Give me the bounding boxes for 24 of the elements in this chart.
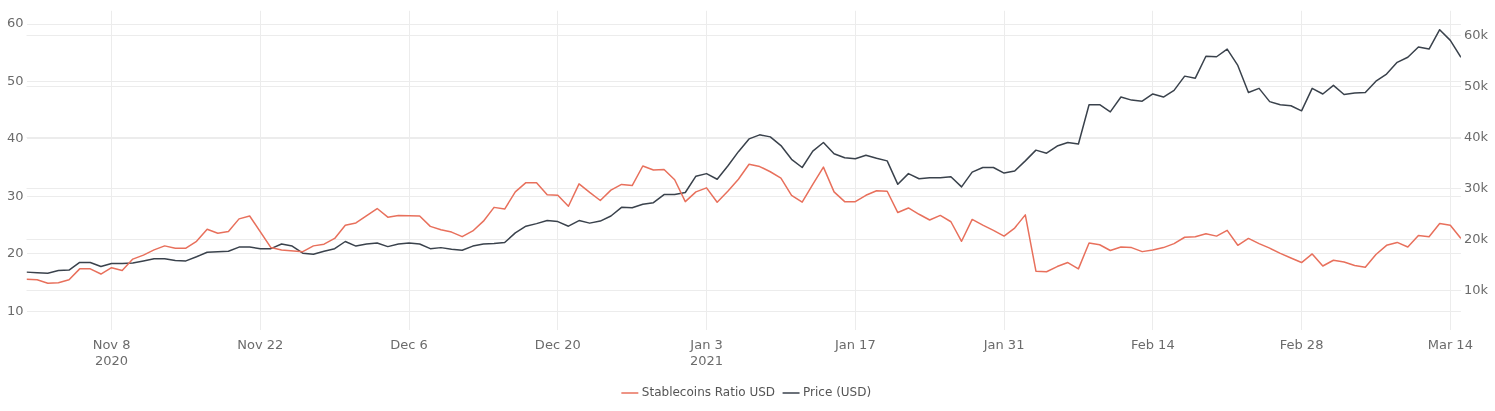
x-tick-label: Feb 28 xyxy=(1279,336,1324,352)
x-tick-label: Dec 20 xyxy=(534,336,581,352)
y-tick-label: 10 xyxy=(7,302,24,318)
x-tick-label: Mar 14 xyxy=(1427,336,1473,352)
legend-label: Price (USD) xyxy=(803,385,872,400)
x-tick-label: Nov 8 2020 xyxy=(92,336,131,368)
x-tick-label: Jan 17 xyxy=(833,336,876,352)
x-tick-label: Dec 6 xyxy=(390,336,428,352)
y2-tick-label: 30k xyxy=(1463,179,1489,195)
y-tick-label: 30 xyxy=(7,187,24,203)
x-tick-label: Nov 22 xyxy=(237,336,284,352)
x-tick-label: Feb 14 xyxy=(1130,336,1175,352)
y2-tick-label: 10k xyxy=(1463,281,1489,297)
y-tick-label: 60 xyxy=(7,15,24,31)
y2-tick-label: 50k xyxy=(1463,77,1489,93)
x-tick-label: Jan 3 2021 xyxy=(689,336,724,368)
y-tick-label: 40 xyxy=(7,130,24,146)
y2-tick-label: 60k xyxy=(1463,26,1489,42)
y-tick-label: 50 xyxy=(7,72,24,88)
y-tick-label: 20 xyxy=(7,245,24,261)
y2-tick-label: 40k xyxy=(1463,128,1489,144)
legend-label: Stablecoins Ratio USD xyxy=(641,385,776,400)
y2-tick-label: 20k xyxy=(1463,230,1489,246)
x-tick-label: Jan 31 xyxy=(982,336,1025,352)
